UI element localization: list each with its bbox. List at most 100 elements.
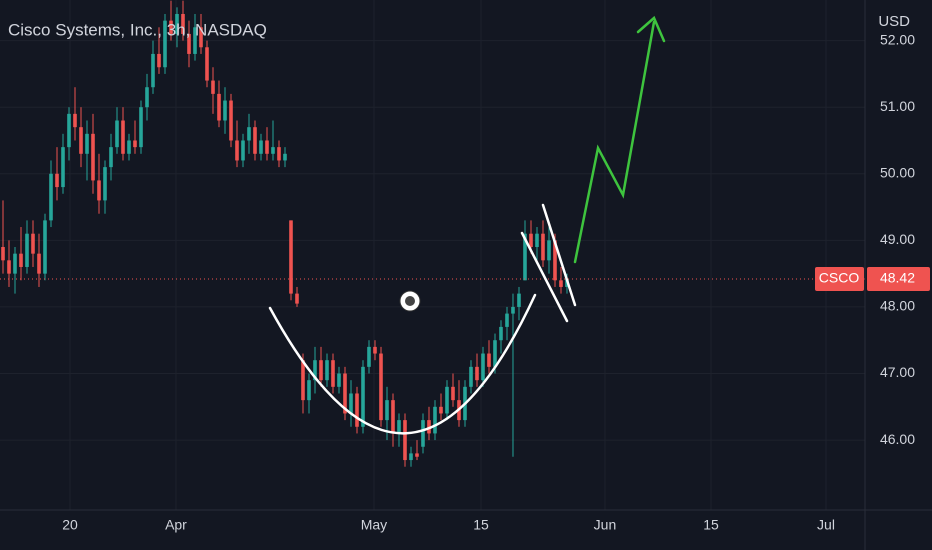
candle-body xyxy=(271,147,275,154)
candle-body xyxy=(91,133,95,181)
candle-body xyxy=(487,353,491,367)
candle-body xyxy=(475,366,479,381)
symbol-badge xyxy=(815,266,864,291)
candle-body xyxy=(115,120,119,148)
candle-body xyxy=(535,233,539,248)
candle-body xyxy=(331,360,335,387)
candle-body xyxy=(385,400,389,421)
candle-body xyxy=(277,147,281,161)
candle-body xyxy=(547,240,551,261)
drawings xyxy=(268,15,666,435)
candle-body xyxy=(259,140,263,154)
candle-body xyxy=(445,386,449,414)
x-tick-label: Jun xyxy=(594,517,617,533)
candle-body xyxy=(121,120,125,154)
axes: 46.00 47.00 48.00 49.00 50.00 51.00 52.00 20 Apr… xyxy=(62,31,930,533)
candle-body xyxy=(349,393,353,414)
candle-body xyxy=(145,87,149,108)
candle-body xyxy=(529,233,533,248)
candle-body xyxy=(409,453,413,461)
candle-body xyxy=(25,233,29,267)
candle-body xyxy=(103,167,107,201)
arrow-head xyxy=(636,15,666,43)
last-price-label: 48.42 xyxy=(880,270,915,286)
y-tick-label: 49.00 xyxy=(880,231,915,247)
symbol-label: CSCO xyxy=(819,270,860,286)
candle-body xyxy=(289,220,293,294)
candle-body xyxy=(127,140,131,154)
candle-body xyxy=(319,360,323,381)
candle-body xyxy=(373,346,377,354)
candle-body xyxy=(295,293,299,304)
candle-body xyxy=(85,133,89,154)
candle-body xyxy=(553,240,557,281)
candle-body xyxy=(493,340,497,367)
candle-body xyxy=(439,406,443,414)
x-tick-label: Apr xyxy=(165,517,187,533)
y-tick-label: 48.00 xyxy=(880,298,915,314)
x-tick-label: 20 xyxy=(62,517,78,533)
candle-body xyxy=(73,113,77,128)
flag-line xyxy=(541,203,577,307)
y-tick-label: 52.00 xyxy=(880,31,915,47)
candle-body xyxy=(55,173,59,188)
candle-body xyxy=(31,233,35,254)
candle-body xyxy=(355,393,359,427)
candle-body xyxy=(499,326,503,341)
candle-body xyxy=(379,353,383,421)
x-tick-label: 15 xyxy=(703,517,719,533)
note-icon-center xyxy=(405,296,415,306)
x-tick-label: 15 xyxy=(473,517,489,533)
candle-body xyxy=(223,100,227,121)
candle-body xyxy=(79,127,83,154)
candle-body xyxy=(151,53,155,88)
candle-body xyxy=(109,147,113,168)
candle-body xyxy=(217,93,221,121)
candle-body xyxy=(97,180,101,201)
candle-body xyxy=(307,380,311,401)
candle-body xyxy=(337,373,341,387)
candle-body xyxy=(169,20,173,34)
candle-body xyxy=(343,373,347,414)
candle-body xyxy=(199,27,203,48)
candle-body xyxy=(49,173,53,221)
candle-body xyxy=(313,360,317,381)
candle-body xyxy=(481,353,485,381)
x-tick-label: Jul xyxy=(817,517,835,533)
candle-body xyxy=(367,346,371,367)
candle-body xyxy=(511,306,515,314)
candle-body xyxy=(7,260,11,274)
candle-body xyxy=(391,400,395,434)
candle-body xyxy=(397,420,401,434)
candle-body xyxy=(433,406,437,434)
grid xyxy=(0,0,865,510)
candle-body xyxy=(187,33,191,54)
candle-body xyxy=(181,13,185,34)
candle-body xyxy=(61,147,65,188)
candle-body xyxy=(559,280,563,287)
candle-body xyxy=(415,453,419,457)
candle-body xyxy=(451,386,455,401)
candle-body xyxy=(265,140,269,154)
candle-body xyxy=(505,313,509,327)
candle-body xyxy=(427,420,431,434)
y-tick-label: 50.00 xyxy=(880,164,915,180)
candle-body xyxy=(301,360,305,401)
candle-body xyxy=(523,233,527,281)
candle-body xyxy=(211,80,215,94)
candle-body xyxy=(403,420,407,461)
y-tick-label: 51.00 xyxy=(880,98,915,114)
candle-body xyxy=(421,420,425,447)
candle-body xyxy=(361,366,365,427)
x-tick-label: May xyxy=(361,517,387,533)
candle-body xyxy=(469,366,473,387)
y-tick-label: 46.00 xyxy=(880,431,915,447)
currency-label: USD xyxy=(878,13,910,30)
candle-body xyxy=(229,100,233,141)
candle-body xyxy=(247,127,251,141)
candle-body xyxy=(13,253,17,274)
candle-body xyxy=(67,113,71,148)
candle-body xyxy=(163,20,167,68)
